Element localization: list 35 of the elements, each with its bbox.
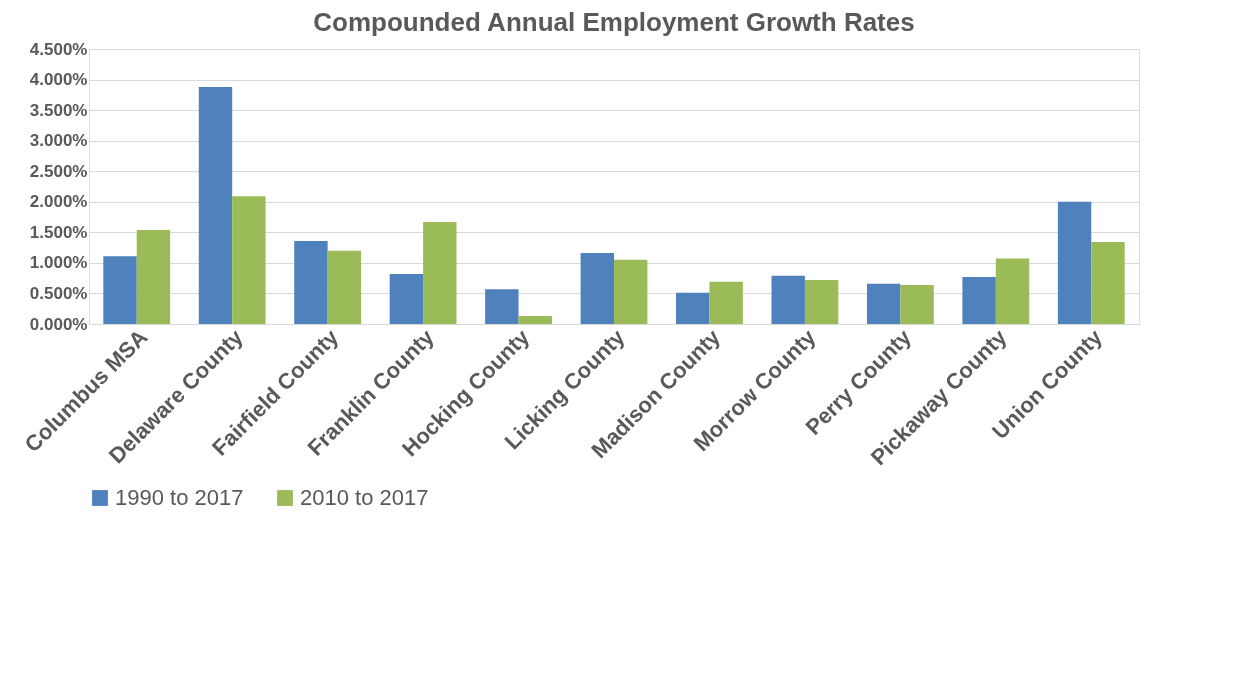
bar [423, 221, 457, 324]
bar [1091, 242, 1125, 324]
legend-label: 2010 to 2017 [300, 485, 429, 510]
y-tick-label: 3.500% [29, 100, 88, 120]
bar [389, 273, 424, 324]
y-tick-label: 4.000% [29, 70, 88, 90]
bar [771, 275, 805, 324]
y-tick-label: 0.000% [29, 314, 88, 334]
bar [485, 289, 519, 324]
bar [709, 281, 743, 324]
y-tick-label: 4.500% [29, 39, 88, 59]
bar [294, 240, 328, 324]
y-tick-label: 1.000% [29, 253, 88, 273]
y-tick-label: 2.000% [29, 192, 88, 212]
bar [1057, 201, 1092, 324]
bar [804, 280, 839, 324]
bar [232, 196, 266, 324]
bar [580, 253, 614, 324]
chart-title: Compounded Annual Employment Growth Rates [313, 7, 915, 37]
y-tick-label: 2.500% [29, 161, 88, 181]
bar [327, 250, 362, 324]
bar [614, 259, 648, 324]
y-tick-label: 1.500% [29, 222, 88, 242]
bar [866, 283, 901, 324]
bar [900, 284, 934, 324]
y-tick-label: 0.500% [29, 283, 88, 303]
bar [198, 86, 233, 324]
legend-label: 1990 to 2017 [115, 485, 244, 510]
bar [962, 276, 996, 324]
bar [136, 229, 171, 324]
bar [676, 292, 710, 324]
y-tick-label: 3.000% [29, 131, 88, 151]
bar [103, 256, 137, 324]
bar [995, 258, 1030, 324]
bar [518, 316, 552, 324]
